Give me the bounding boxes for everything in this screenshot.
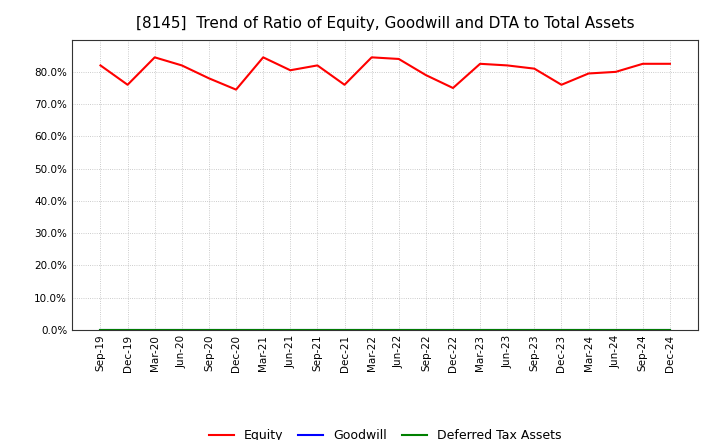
Deferred Tax Assets <box>204 327 213 333</box>
Deferred Tax Assets <box>503 327 511 333</box>
Deferred Tax Assets <box>232 327 240 333</box>
Deferred Tax Assets <box>611 327 620 333</box>
Goodwill <box>639 327 647 333</box>
Equity <box>96 63 105 68</box>
Goodwill <box>286 327 294 333</box>
Goodwill <box>449 327 457 333</box>
Equity <box>476 61 485 66</box>
Equity <box>530 66 539 71</box>
Deferred Tax Assets <box>530 327 539 333</box>
Deferred Tax Assets <box>341 327 349 333</box>
Deferred Tax Assets <box>259 327 268 333</box>
Goodwill <box>421 327 430 333</box>
Equity <box>204 76 213 81</box>
Deferred Tax Assets <box>584 327 593 333</box>
Goodwill <box>476 327 485 333</box>
Equity <box>557 82 566 88</box>
Deferred Tax Assets <box>178 327 186 333</box>
Equity <box>150 55 159 60</box>
Goodwill <box>313 327 322 333</box>
Goodwill <box>367 327 376 333</box>
Goodwill <box>584 327 593 333</box>
Goodwill <box>665 327 674 333</box>
Goodwill <box>341 327 349 333</box>
Equity <box>286 68 294 73</box>
Deferred Tax Assets <box>665 327 674 333</box>
Goodwill <box>611 327 620 333</box>
Equity <box>232 87 240 92</box>
Deferred Tax Assets <box>395 327 403 333</box>
Goodwill <box>557 327 566 333</box>
Equity <box>449 85 457 91</box>
Goodwill <box>259 327 268 333</box>
Deferred Tax Assets <box>421 327 430 333</box>
Equity <box>421 73 430 78</box>
Deferred Tax Assets <box>313 327 322 333</box>
Title: [8145]  Trend of Ratio of Equity, Goodwill and DTA to Total Assets: [8145] Trend of Ratio of Equity, Goodwil… <box>136 16 634 32</box>
Deferred Tax Assets <box>123 327 132 333</box>
Equity <box>313 63 322 68</box>
Line: Equity: Equity <box>101 57 670 90</box>
Goodwill <box>232 327 240 333</box>
Equity <box>639 61 647 66</box>
Deferred Tax Assets <box>150 327 159 333</box>
Legend: Equity, Goodwill, Deferred Tax Assets: Equity, Goodwill, Deferred Tax Assets <box>209 429 562 440</box>
Equity <box>395 56 403 62</box>
Goodwill <box>204 327 213 333</box>
Deferred Tax Assets <box>286 327 294 333</box>
Equity <box>259 55 268 60</box>
Goodwill <box>123 327 132 333</box>
Equity <box>665 61 674 66</box>
Goodwill <box>530 327 539 333</box>
Goodwill <box>178 327 186 333</box>
Equity <box>178 63 186 68</box>
Equity <box>503 63 511 68</box>
Goodwill <box>395 327 403 333</box>
Deferred Tax Assets <box>96 327 105 333</box>
Deferred Tax Assets <box>367 327 376 333</box>
Deferred Tax Assets <box>449 327 457 333</box>
Deferred Tax Assets <box>476 327 485 333</box>
Equity <box>341 82 349 88</box>
Equity <box>611 69 620 74</box>
Goodwill <box>150 327 159 333</box>
Equity <box>584 71 593 76</box>
Equity <box>123 82 132 88</box>
Goodwill <box>96 327 105 333</box>
Equity <box>367 55 376 60</box>
Goodwill <box>503 327 511 333</box>
Deferred Tax Assets <box>639 327 647 333</box>
Deferred Tax Assets <box>557 327 566 333</box>
